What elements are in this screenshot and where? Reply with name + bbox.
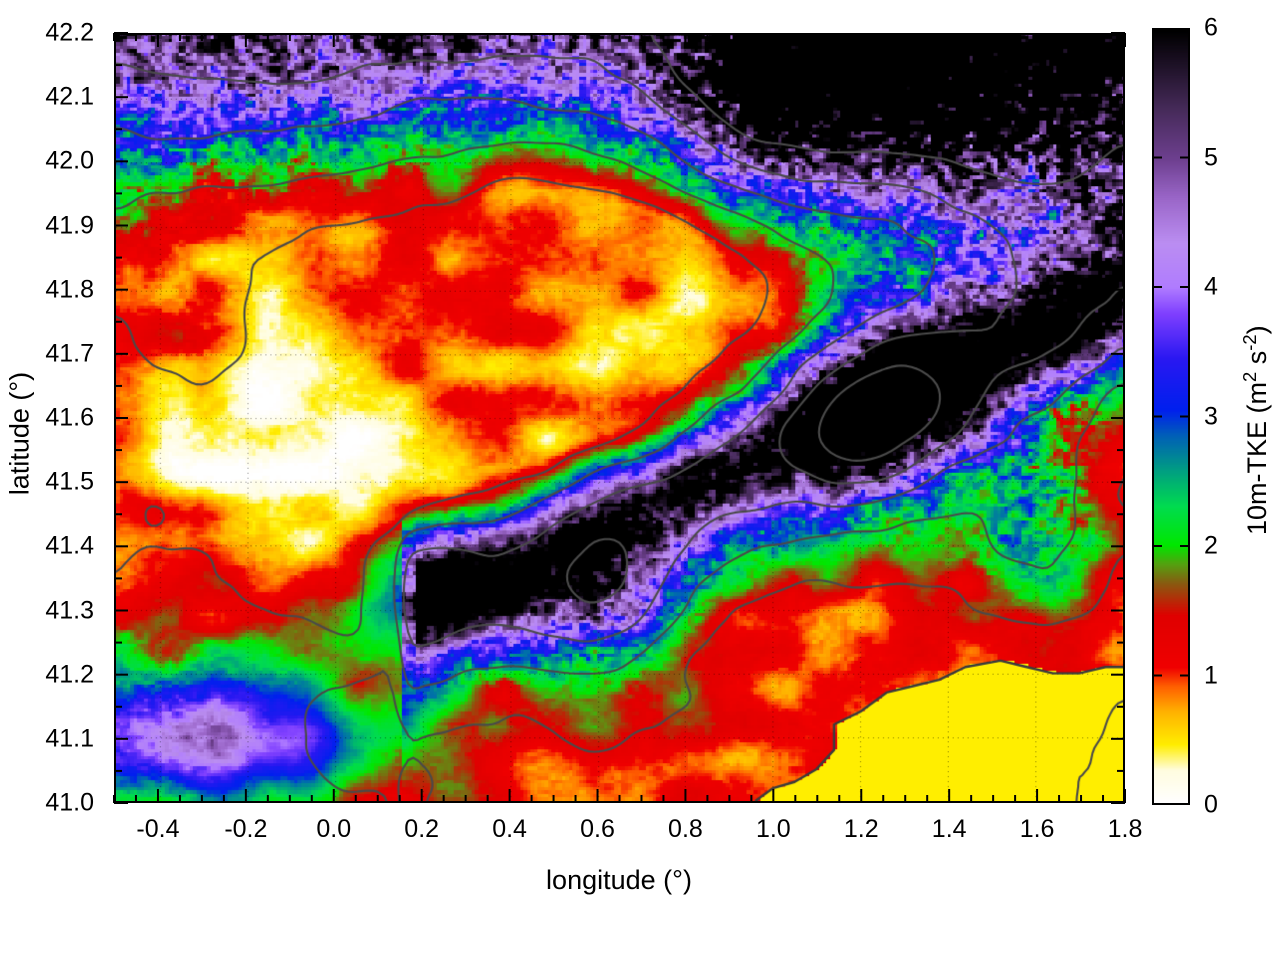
colorbar-title: 10m-TKE (m2 s-2) xyxy=(1239,325,1273,535)
y-tick-label: 41.8 xyxy=(45,275,94,304)
colorbar-tick-label: 0 xyxy=(1204,790,1218,819)
x-tick-label: 1.8 xyxy=(1107,815,1143,843)
y-tick-label: 42.0 xyxy=(45,146,94,175)
x-tick-label: -0.4 xyxy=(136,815,180,843)
y-tick-label: 41.2 xyxy=(45,660,94,689)
colorbar-title-prefix: 10m-TKE (m xyxy=(1242,381,1272,535)
x-tick-label: 1.0 xyxy=(755,815,791,843)
x-tick-label: 1.6 xyxy=(1019,815,1055,843)
y-tick-label: 42.2 xyxy=(45,18,94,47)
colorbar-title-mid: s xyxy=(1242,350,1272,372)
colorbar-scale[interactable] xyxy=(1152,28,1190,805)
colorbar-gradient xyxy=(1154,30,1188,803)
colorbar-tick-labels: 0 1 2 3 4 5 6 xyxy=(1196,0,1276,960)
colorbar-tick-label: 1 xyxy=(1204,661,1218,689)
colorbar-title-suffix: ) xyxy=(1242,325,1272,335)
y-tick-label: 41.7 xyxy=(45,339,94,368)
x-axis-tick-labels: -0.4 -0.2 0.0 0.2 0.4 0.6 0.8 1.0 1.2 1.4 1.6 1.8 xyxy=(0,815,1280,855)
colorbar-tick-label: 3 xyxy=(1204,402,1218,430)
x-axis-title: longitude (°) xyxy=(546,865,692,895)
y-tick-label: 41.1 xyxy=(45,724,94,753)
y-tick-label: 41.6 xyxy=(45,403,94,432)
colorbar-title-exp1: 2 xyxy=(1239,371,1260,382)
y-axis-title: latitude (°) xyxy=(4,371,35,496)
x-tick-label: 0.4 xyxy=(492,815,527,843)
colorbar-tick-label: 4 xyxy=(1204,272,1218,301)
tke-field-heatmap xyxy=(116,35,1123,801)
colorbar-title-exp2: -2 xyxy=(1239,334,1260,351)
y-tick-label: 42.1 xyxy=(45,82,94,111)
x-tick-label: 1.2 xyxy=(843,815,879,843)
y-axis-tick-labels: 41.0 41.1 41.2 41.3 41.4 41.5 41.6 41.7 41.8 41.9… xyxy=(0,0,104,960)
y-tick-label: 41.3 xyxy=(45,596,94,624)
x-tick-label: 1.4 xyxy=(931,815,967,843)
x-tick-label: -0.2 xyxy=(224,815,268,843)
x-tick-label: 0.6 xyxy=(580,815,615,843)
y-tick-label: 41.5 xyxy=(45,467,94,496)
x-tick-label: 0.2 xyxy=(404,815,440,843)
colorbar-tick-label: 5 xyxy=(1204,143,1218,171)
y-tick-label: 41.9 xyxy=(45,211,94,239)
x-tick-label: 0.8 xyxy=(668,815,703,843)
x-tick-label: 0.0 xyxy=(316,815,352,843)
colorbar-tick-label: 2 xyxy=(1204,531,1218,560)
y-tick-label: 41.0 xyxy=(45,788,94,817)
y-tick-label: 41.4 xyxy=(45,531,94,560)
heatmap-plot-area[interactable] xyxy=(114,33,1125,803)
colorbar-tick-label: 6 xyxy=(1204,13,1218,42)
